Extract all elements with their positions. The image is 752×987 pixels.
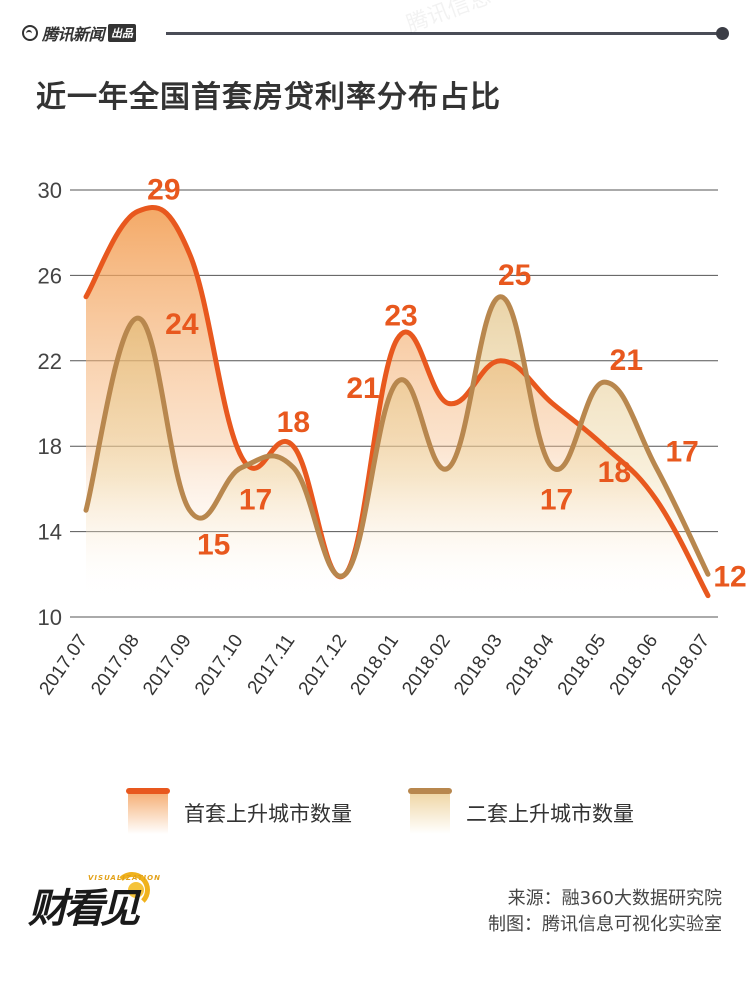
- made-by-text: 制图：腾讯信息可视化实验室: [488, 914, 722, 935]
- y-tick-label: 10: [38, 605, 62, 630]
- line-first-home: [83, 205, 711, 599]
- x-tick-label: 2017.11: [244, 631, 300, 698]
- caikanjian-logo: 财看见 VISUALIZATION: [24, 872, 164, 942]
- y-tick-label: 26: [38, 263, 62, 288]
- data-label: 17: [665, 436, 698, 469]
- y-tick-label: 18: [38, 434, 62, 459]
- legend-swatch-second-home: [408, 788, 452, 834]
- x-tick-label: 2017.09: [139, 631, 196, 699]
- x-tick-label: 2018.04: [502, 630, 559, 699]
- x-tick-label: 2018.06: [606, 631, 663, 699]
- publisher-badge: 出品: [108, 24, 137, 42]
- data-label: 15: [197, 528, 230, 561]
- legend-swatch-first-home: [126, 788, 170, 834]
- legend-label: 二套上升城市数量: [466, 802, 634, 826]
- publisher-header: 腾讯新闻 出品: [22, 20, 137, 46]
- data-label: 17: [239, 484, 272, 517]
- data-label: 21: [346, 372, 379, 405]
- y-axis-ticks: 10 14 18 22 26 30: [38, 178, 62, 630]
- x-tick-label: 2018.03: [450, 631, 507, 699]
- credits: 来源：融360大数据研究院 制图：腾讯信息可视化实验室: [488, 886, 722, 938]
- x-tick-label: 2017.12: [295, 631, 352, 699]
- x-tick-label: 2017.10: [191, 631, 248, 699]
- data-label: 23: [384, 299, 417, 332]
- data-label: 12: [713, 560, 746, 593]
- data-label: 18: [277, 406, 310, 439]
- legend-label: 首套上升城市数量: [184, 802, 352, 826]
- publisher-name: 腾讯新闻: [42, 25, 105, 44]
- data-label: 25: [498, 259, 531, 292]
- chart-legend: 首套上升城市数量 二套上升城市数量: [0, 788, 752, 848]
- y-tick-label: 22: [38, 349, 62, 374]
- tencent-news-logo-icon: [22, 25, 38, 41]
- data-labels: 29 24 15 17 18 21 23 25 17 18 21 17 12: [147, 173, 747, 593]
- y-tick-label: 14: [38, 520, 62, 545]
- logo-swoosh-icon: [114, 872, 150, 908]
- x-tick-label: 2018.01: [346, 631, 403, 699]
- x-tick-label: 2018.05: [554, 631, 611, 699]
- x-axis-ticks: 2017.072017.082017.092017.102017.112017.…: [35, 630, 714, 699]
- area-second-home: [86, 296, 708, 597]
- chart-title: 近一年全国首套房贷利率分布占比: [36, 80, 501, 115]
- x-tick-label: 2017.08: [87, 631, 144, 699]
- data-label: 29: [147, 173, 180, 206]
- series-lines: [83, 205, 711, 599]
- series-areas: [86, 207, 708, 597]
- y-tick-label: 30: [38, 178, 62, 203]
- data-label: 21: [610, 344, 643, 377]
- source-text: 来源：融360大数据研究院: [507, 888, 722, 909]
- x-tick-label: 2018.02: [398, 631, 455, 699]
- data-label: 17: [540, 484, 573, 517]
- data-label: 18: [598, 456, 631, 489]
- x-tick-label: 2017.07: [35, 631, 92, 699]
- logo-text: 财看见: [28, 886, 140, 932]
- data-label: 24: [165, 308, 199, 341]
- header-divider: [166, 32, 720, 35]
- header-divider-dot: [716, 27, 729, 40]
- x-tick-label: 2018.07: [657, 631, 714, 699]
- logo-subtext: VISUALIZATION: [88, 874, 161, 882]
- logo-ball-icon: [128, 882, 144, 898]
